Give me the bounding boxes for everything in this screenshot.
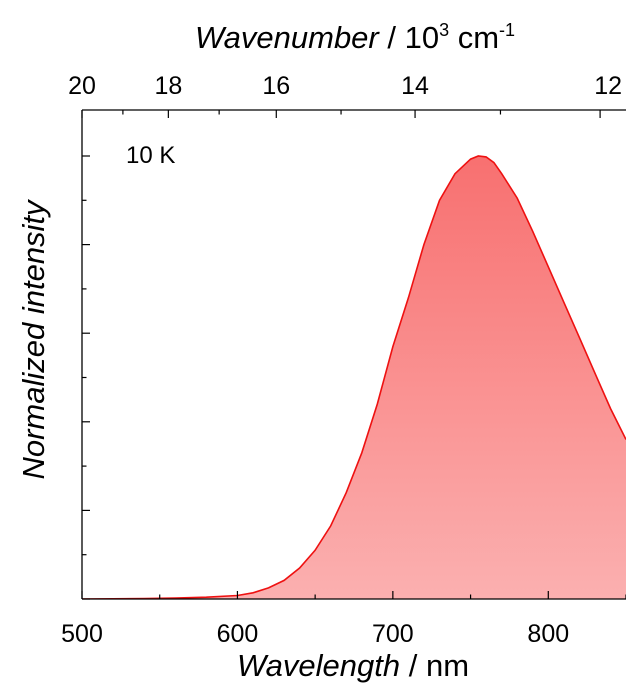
x-axis-title: Wavelength / nm	[237, 648, 469, 683]
x2-tick-label: 16	[262, 72, 290, 100]
x-tick-label: 600	[217, 620, 259, 648]
x-tick-label: 700	[372, 620, 414, 648]
emission-area	[82, 156, 626, 599]
x-axis-title-italic: Wavelength	[237, 648, 400, 683]
x-tick-label: 800	[527, 620, 569, 648]
x2-axis-title-italic: Wavenumber	[195, 20, 380, 55]
x2-tick-label: 12	[594, 72, 622, 100]
x2-tick-label: 18	[154, 72, 182, 100]
x2-axis-title: Wavenumber / 103 cm-1	[195, 20, 515, 55]
x2-axis-title-unit-b: cm	[449, 20, 499, 55]
x-tick-label: 500	[61, 620, 103, 648]
annotation-label: 10 K	[126, 142, 175, 169]
x2-tick-label: 20	[68, 72, 96, 100]
x2-axis-title-sup-a: 3	[439, 20, 449, 40]
x2-axis-title-unit-a: / 10	[379, 20, 439, 55]
x-axis-title-unit: / nm	[400, 648, 469, 683]
emission-line	[82, 155, 626, 599]
x2-tick-label: 14	[401, 72, 429, 100]
x2-axis-title-sup-b: -1	[499, 20, 515, 40]
y-axis-title: Normalized intensity	[16, 198, 51, 480]
